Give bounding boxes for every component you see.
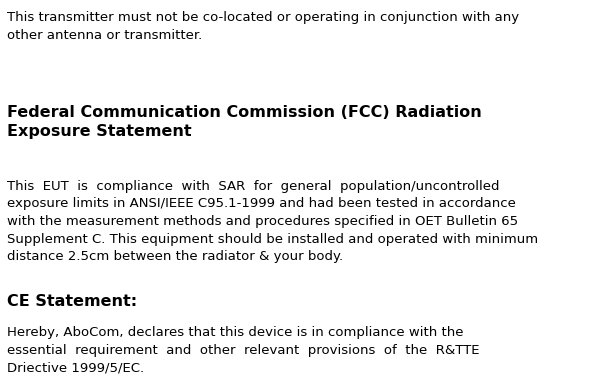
Text: This  EUT  is  compliance  with  SAR  for  general  population/uncontrolled
expo: This EUT is compliance with SAR for gene…	[7, 180, 539, 263]
Text: CE Statement:: CE Statement:	[7, 294, 137, 309]
Text: This transmitter must not be co-located or operating in conjunction with any
oth: This transmitter must not be co-located …	[7, 11, 519, 42]
Text: Federal Communication Commission (FCC) Radiation
Exposure Statement: Federal Communication Commission (FCC) R…	[7, 105, 482, 139]
Text: Hereby, AboCom, declares that this device is in compliance with the
essential  r: Hereby, AboCom, declares that this devic…	[7, 326, 480, 374]
